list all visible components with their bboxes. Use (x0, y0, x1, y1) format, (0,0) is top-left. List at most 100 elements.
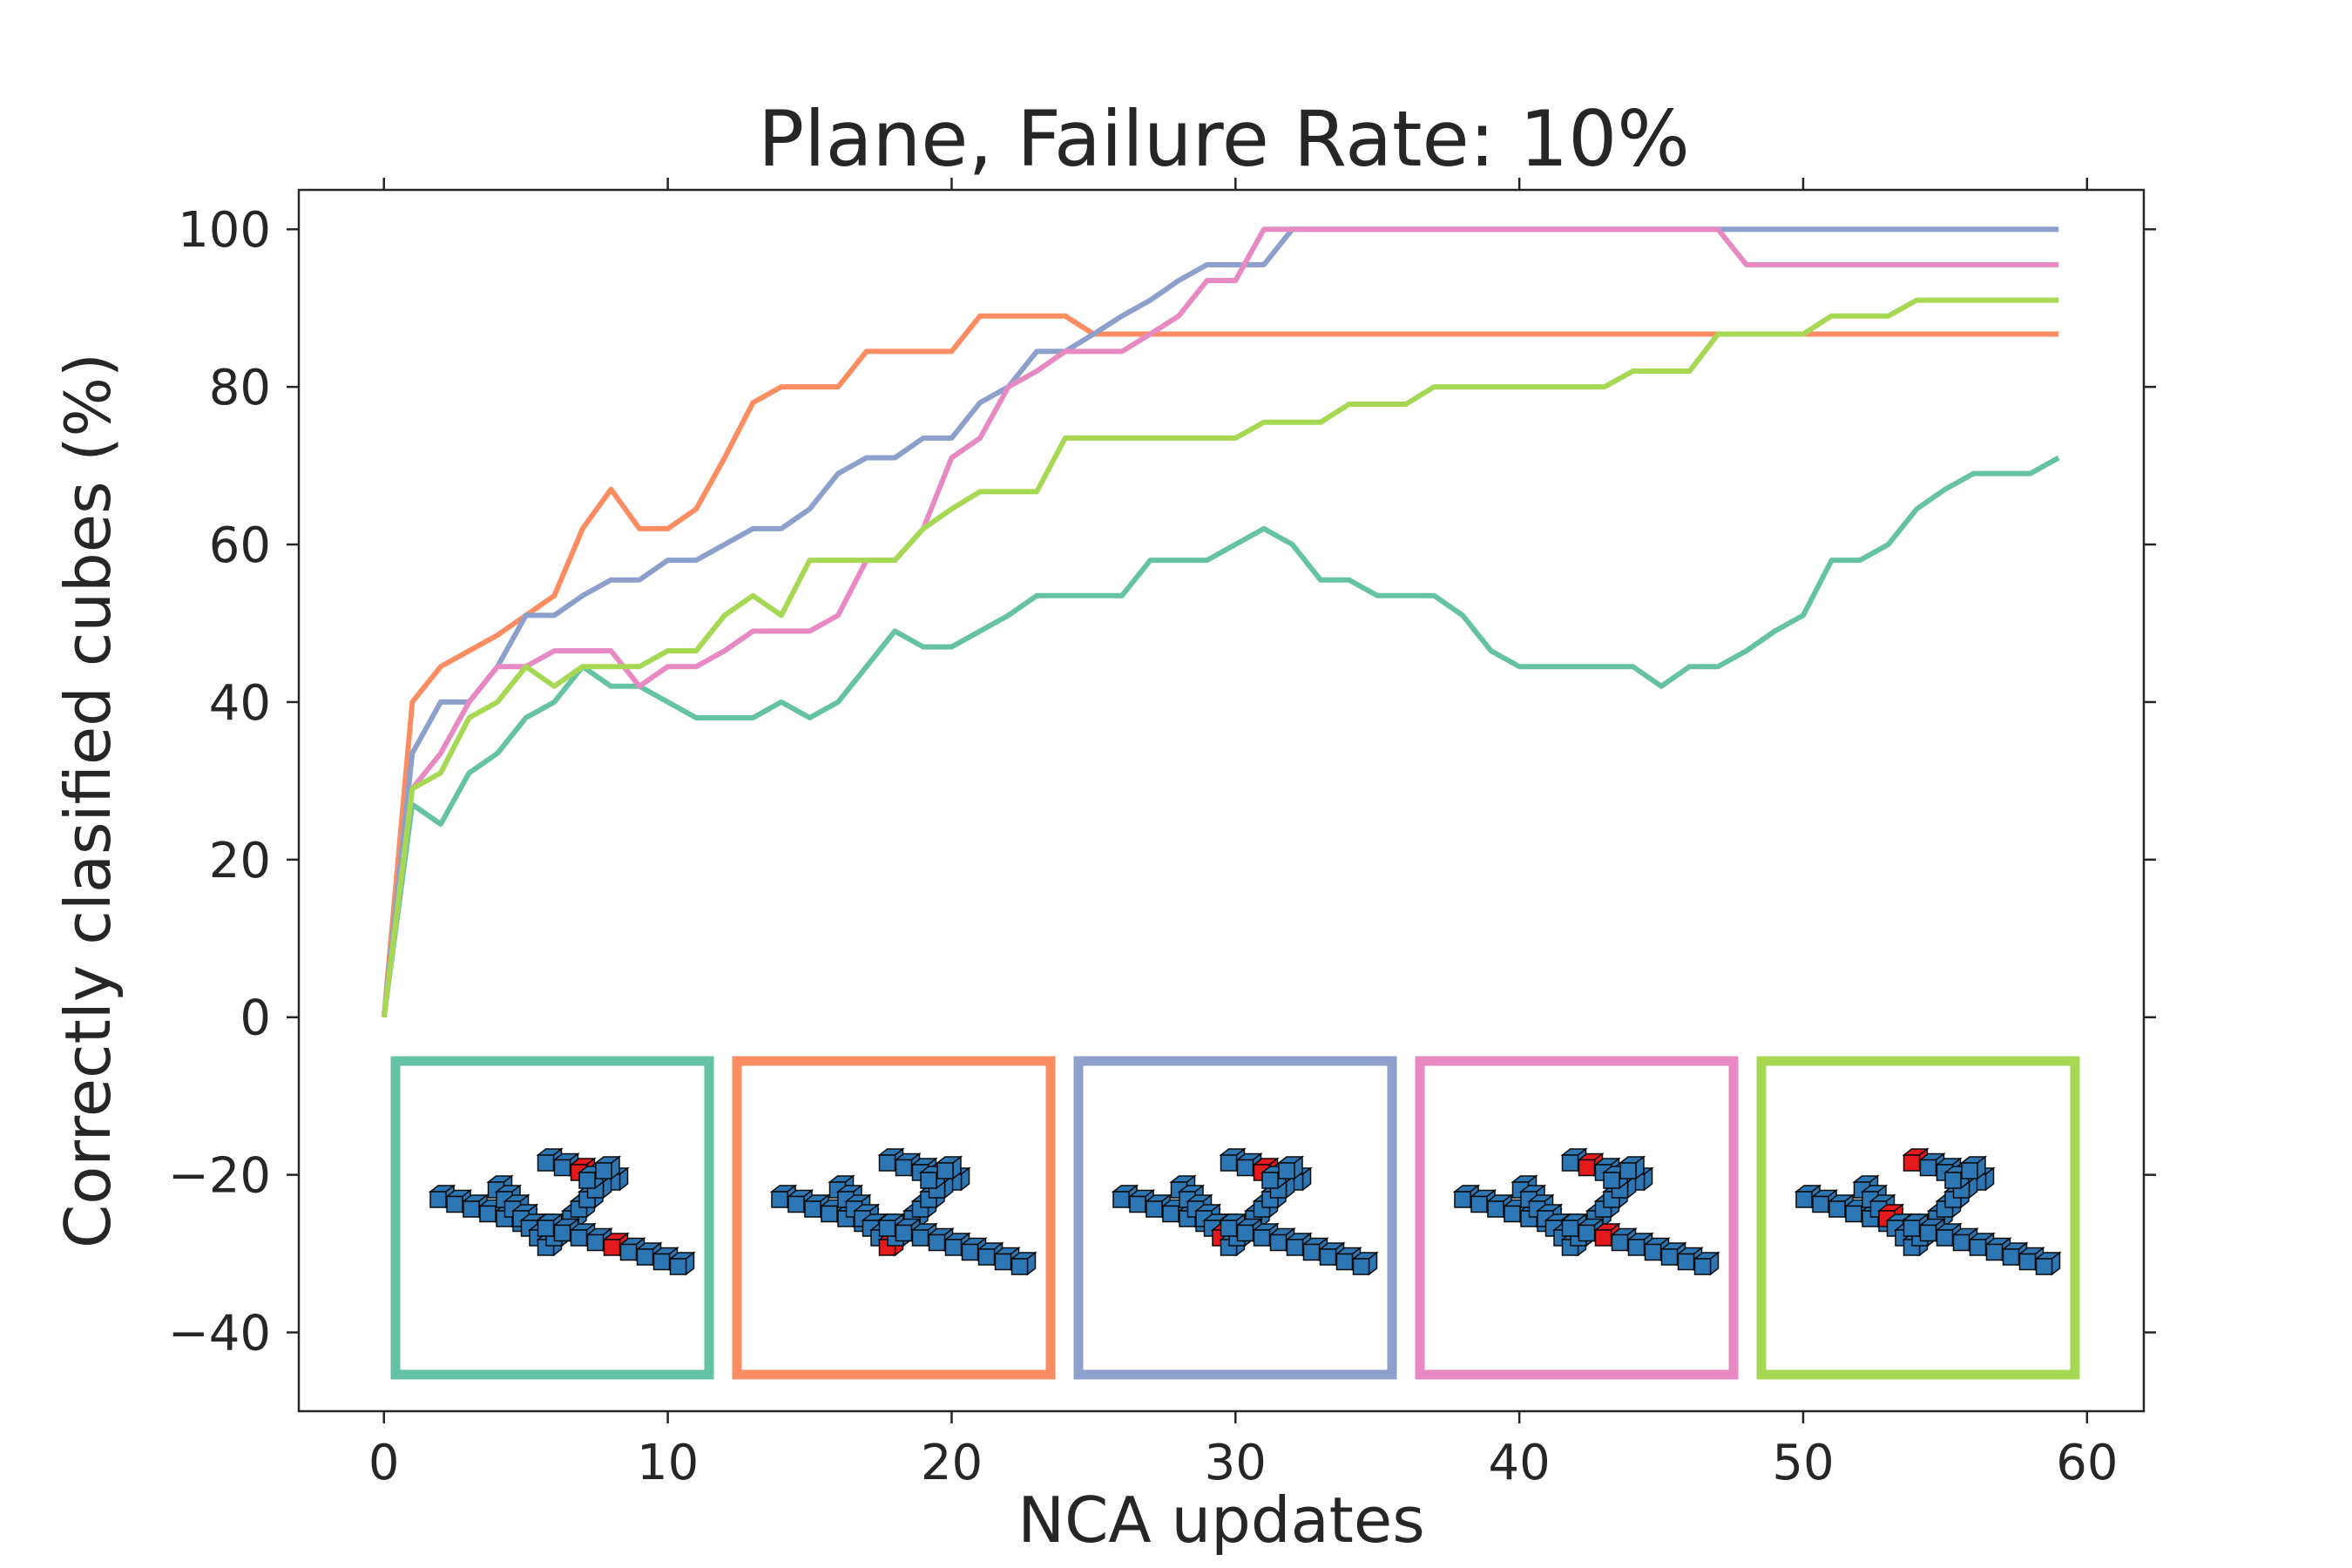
series-line-run-pink (381, 226, 2059, 1018)
cube-front (1961, 1162, 1978, 1179)
cube-front (1919, 1224, 1937, 1242)
cube-front (586, 1233, 605, 1252)
cube-front (994, 1253, 1012, 1271)
cube-front (1828, 1200, 1846, 1218)
cube-front (636, 1248, 654, 1266)
inset-layer (390, 1056, 2080, 1380)
voxel-cube (1959, 1155, 1988, 1180)
cube-front (537, 1154, 555, 1172)
cube-front (1919, 1159, 1937, 1177)
voxel-cube (1693, 1251, 1720, 1276)
voxel-cube (1676, 1246, 1704, 1272)
y-tick-label: 0 (240, 990, 271, 1047)
cube-front (821, 1205, 838, 1223)
cube-front (911, 1229, 929, 1247)
cube-front (1660, 1248, 1679, 1266)
voxel-cube (1144, 1193, 1173, 1219)
inset-orange (732, 1056, 1056, 1380)
cube-front (1795, 1191, 1813, 1208)
series-layer (381, 226, 2060, 1018)
cube-front (429, 1191, 447, 1208)
cube-front (1619, 1162, 1637, 1179)
x-tick-label: 30 (1205, 1435, 1267, 1491)
x-tick-label: 50 (1772, 1435, 1834, 1491)
cube-front (1944, 1172, 1962, 1189)
cube-front (1129, 1195, 1146, 1213)
voxel-cube (1301, 1236, 1329, 1262)
cube-front (1454, 1191, 1471, 1208)
cube-front (878, 1220, 896, 1237)
voxel-cube (2034, 1251, 2062, 1276)
y-tick-label: 100 (178, 202, 271, 259)
cube-front (1220, 1220, 1238, 1237)
voxel-cube (786, 1188, 814, 1214)
voxel-cube (1618, 1155, 1646, 1180)
cube-front (1112, 1191, 1130, 1208)
cube-front (1578, 1159, 1596, 1177)
axis-layer: 0 10 20 30 40 50 60 100 80 60 40 20 0 −20 −40 (168, 178, 2156, 1491)
cube-front (1335, 1253, 1354, 1271)
cube-front (553, 1159, 571, 1177)
chart-title: Plane, Failure Rate: 10% (758, 94, 1690, 184)
inset-blue (1073, 1056, 1397, 1380)
cube-front (1146, 1200, 1163, 1218)
cube-front (669, 1258, 687, 1275)
cube-front (804, 1200, 821, 1218)
cube-front (1487, 1200, 1504, 1218)
cube-front (619, 1243, 638, 1261)
cube-front (595, 1162, 612, 1179)
cube-front (944, 1239, 963, 1256)
cube-front (2035, 1258, 2053, 1275)
cube-front (603, 1239, 621, 1256)
cube-front (537, 1220, 555, 1237)
cube-front (787, 1195, 805, 1213)
x-tick-label: 60 (2056, 1435, 2118, 1491)
series-line-run-blue (381, 226, 2059, 1018)
cube-front (928, 1233, 946, 1252)
inset-frame (1756, 1056, 2080, 1380)
cube-front (977, 1248, 996, 1266)
cube-front (2002, 1248, 2020, 1266)
cube-front (1812, 1195, 1829, 1213)
cube-front (1693, 1258, 1712, 1275)
cube-front (1253, 1229, 1271, 1247)
y-tick-label: 20 (209, 833, 271, 889)
cube-front (1302, 1243, 1321, 1261)
cube-front (895, 1224, 913, 1242)
inset-frame (390, 1056, 714, 1380)
y-axis-title: Correctly clasified cubes (%) (51, 353, 125, 1248)
y-tick-label: 40 (209, 675, 271, 732)
inset-frame (1415, 1056, 1739, 1380)
cube-front (1611, 1233, 1629, 1252)
cube-front (961, 1243, 979, 1261)
x-tick-label: 10 (637, 1435, 699, 1491)
voxel-cube (1219, 1147, 1247, 1173)
cube-front (1162, 1205, 1179, 1223)
cube-front (2018, 1253, 2037, 1271)
cube-front (1561, 1220, 1579, 1237)
inset-frame (1073, 1056, 1397, 1380)
cube-front (570, 1229, 588, 1247)
cube-front (1319, 1248, 1337, 1266)
x-tick-label: 0 (368, 1435, 400, 1491)
plot-frame (297, 188, 2146, 1413)
voxel-cube (1010, 1251, 1037, 1276)
cube-front (1561, 1154, 1579, 1172)
cube-front (553, 1224, 571, 1242)
inset-green (1756, 1056, 2080, 1380)
cube-front (463, 1200, 480, 1218)
inset-frame (732, 1056, 1056, 1380)
cube-front (1010, 1258, 1029, 1275)
x-tick-label: 40 (1489, 1435, 1551, 1491)
cube-front (771, 1191, 788, 1208)
cube-front (446, 1195, 463, 1213)
cube-front (1969, 1239, 1987, 1256)
voxel-cube (1276, 1155, 1305, 1180)
x-tick-label: 20 (921, 1435, 983, 1491)
cube-front (1278, 1162, 1295, 1179)
voxel-cube (1984, 1236, 2012, 1262)
voxel-cube (668, 1251, 696, 1276)
cube-front (1578, 1224, 1596, 1242)
cube-front (1936, 1229, 1954, 1247)
